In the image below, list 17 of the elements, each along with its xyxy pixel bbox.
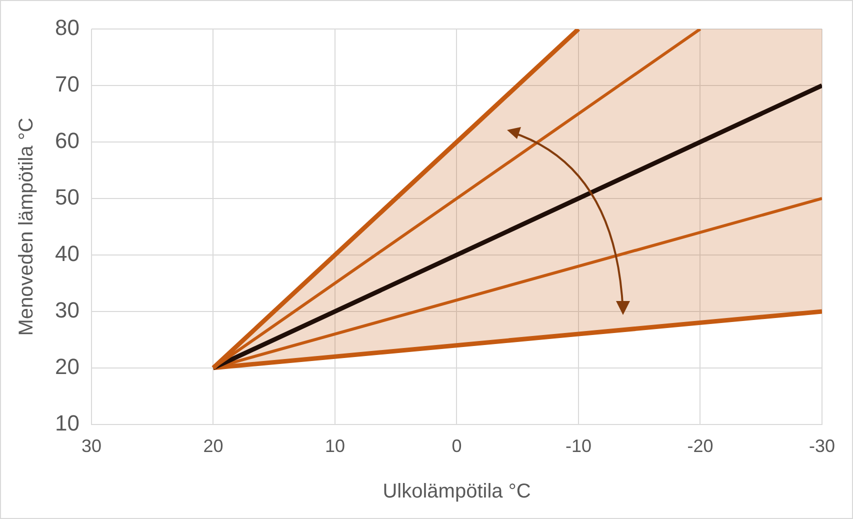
y-tick-label: 70: [54, 72, 80, 97]
y-tick-label: 50: [54, 184, 80, 210]
x-tick-label: 10: [324, 436, 345, 456]
y-tick-label: 40: [54, 241, 80, 266]
y-tick-label: 60: [54, 128, 80, 154]
x-tick-label: 0: [452, 436, 462, 456]
y-tick-label: 20: [54, 354, 80, 379]
y-tick-label: 80: [54, 15, 80, 40]
y-tick-label: 10: [54, 410, 80, 436]
x-axis-title: Ulkolämpötila °C: [382, 480, 531, 503]
x-tick-label: 20: [203, 436, 224, 456]
x-tick-label: -10: [565, 436, 592, 456]
x-tick-label: 30: [81, 436, 102, 456]
y-tick-label: 30: [54, 297, 80, 322]
x-tick-label: -20: [687, 436, 714, 456]
y-axis-title: Menoveden lämpötila °C: [16, 118, 38, 336]
x-tick-label: -30: [808, 436, 836, 456]
